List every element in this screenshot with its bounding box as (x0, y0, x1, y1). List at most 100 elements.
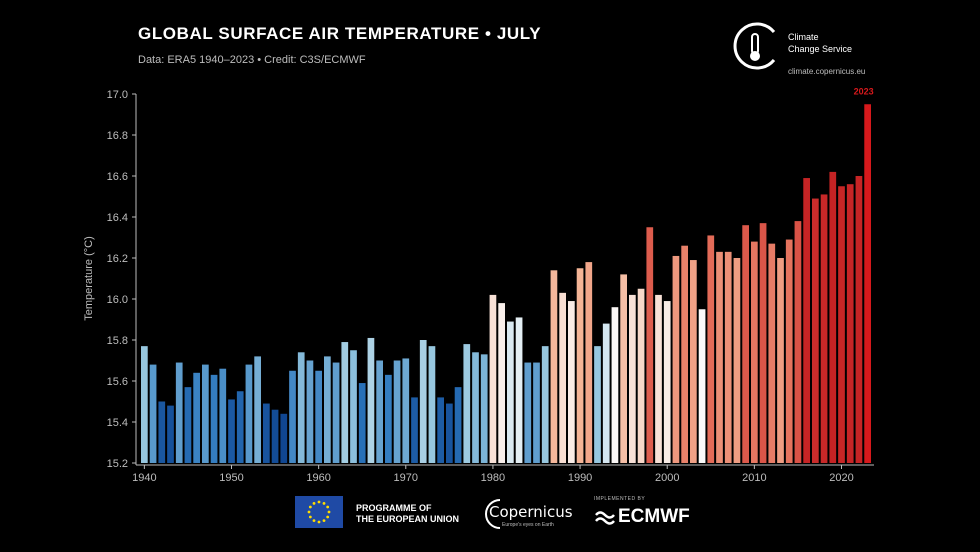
bar-1998 (646, 227, 654, 463)
y-tick-label: 16.8 (107, 130, 128, 142)
bar-2008 (733, 258, 741, 463)
copernicus-ring-icon (485, 499, 501, 529)
eu-line1: PROGRAMME OF (356, 503, 432, 513)
bar-1971 (411, 397, 418, 463)
bar-1981 (498, 303, 505, 463)
copernicus-logo: Copernicus Europe's eyes on Earth (480, 496, 575, 532)
bar-1967 (376, 360, 383, 463)
bar-1976 (454, 387, 462, 463)
bar-1957 (289, 370, 296, 463)
chart-subtitle: Data: ERA5 1940–2023 • Credit: C3S/ECMWF (138, 54, 366, 66)
bar-2021 (846, 184, 854, 463)
bar-1978 (472, 352, 479, 463)
y-tick-label: 16.6 (107, 171, 128, 183)
eu-line2: THE EUROPEAN UNION (356, 514, 460, 524)
bar-1955 (271, 409, 279, 463)
c3s-url: climate.copernicus.eu (788, 67, 866, 76)
bar-2002 (681, 245, 688, 463)
bar-1943 (167, 405, 174, 463)
y-axis-title: Temperature (°C) (83, 236, 95, 320)
y-tick-label: 15.4 (107, 417, 128, 429)
bar-1991 (585, 262, 593, 463)
c3s-logo: Climate Change Service climate.copernicu… (728, 18, 888, 78)
bar-1970 (402, 358, 410, 463)
bar-1959 (306, 360, 314, 463)
bar-1969 (393, 360, 401, 463)
x-tick-label: 1960 (306, 472, 330, 484)
bar-2007 (724, 251, 732, 463)
bar-1994 (611, 307, 619, 463)
bar-1963 (341, 342, 349, 463)
bar-1958 (297, 352, 305, 463)
c3s-emblem-icon (733, 22, 776, 70)
bar-1987 (550, 270, 558, 463)
y-tick-label: 16.2 (107, 253, 128, 265)
bar-1961 (324, 356, 331, 463)
bar-2012 (768, 243, 776, 463)
bar-1941 (149, 364, 157, 463)
c3s-name: Climate Change Service (788, 31, 852, 55)
bar-1965 (358, 383, 366, 463)
x-tick-label: 1940 (132, 472, 156, 484)
eu-programme-text: PROGRAMME OF THE EUROPEAN UNION (356, 503, 459, 525)
bar-1984 (524, 362, 532, 463)
bar-2023 (864, 104, 871, 463)
y-tick-label: 17.0 (107, 89, 128, 101)
ecmwf-wave-icon (595, 511, 615, 525)
bar-2022 (855, 176, 863, 463)
bar-1952 (245, 364, 253, 463)
bar-2015 (794, 221, 802, 463)
x-tick-label: 1950 (219, 472, 243, 484)
bar-1980 (489, 294, 497, 463)
bar-1950 (228, 399, 235, 463)
bar-2020 (838, 186, 845, 463)
bar-1947 (202, 364, 209, 463)
bar-1989 (568, 301, 575, 463)
copernicus-name: Copernicus (489, 503, 573, 521)
y-tick-label: 15.6 (107, 376, 128, 388)
y-tick-label: 16.0 (107, 294, 128, 306)
bar-2016 (803, 178, 810, 464)
bar-1996 (629, 294, 636, 463)
bar-1992 (594, 346, 601, 463)
bar-1940 (141, 346, 148, 463)
ecmwf-logo: IMPLEMENTED BY ECMWF (594, 496, 714, 532)
x-tick-label: 1970 (394, 472, 418, 484)
y-tick-label: 15.8 (107, 335, 128, 347)
bar-1966 (367, 337, 375, 463)
bar-1982 (507, 321, 514, 463)
bar-1986 (541, 346, 549, 463)
bar-1951 (236, 391, 244, 463)
bar-1962 (332, 362, 340, 463)
x-tick-label: 2010 (742, 472, 766, 484)
bar-2004 (698, 309, 706, 463)
bar-2014 (785, 239, 793, 463)
highlight-year-label: 2023 (854, 86, 874, 96)
bar-1979 (480, 354, 488, 463)
eu-flag-icon (295, 496, 343, 528)
bar-1953 (254, 356, 261, 463)
bar-1995 (620, 274, 627, 463)
ecmwf-implemented-by: IMPLEMENTED BY (594, 496, 646, 502)
y-tick-label: 16.4 (107, 212, 128, 224)
x-tick-label: 2020 (829, 472, 853, 484)
x-tick-label: 2000 (655, 472, 679, 484)
bar-2013 (777, 258, 784, 463)
bar-2018 (820, 194, 828, 463)
bar-1977 (463, 344, 471, 463)
bar-2006 (716, 251, 723, 463)
bar-1985 (533, 362, 540, 463)
bar-1990 (576, 268, 584, 463)
bar-1975 (446, 403, 453, 463)
bar-1997 (637, 288, 645, 463)
bar-2019 (829, 171, 837, 463)
bar-1946 (193, 372, 200, 463)
bar-1974 (437, 397, 444, 463)
bar-2017 (812, 198, 819, 464)
bar-2005 (707, 235, 715, 463)
c3s-name-line2: Change Service (788, 44, 853, 54)
bar-1954 (263, 403, 270, 463)
chart-title: GLOBAL SURFACE AIR TEMPERATURE • JULY (138, 24, 542, 43)
ecmwf-name: ECMWF (618, 506, 690, 527)
